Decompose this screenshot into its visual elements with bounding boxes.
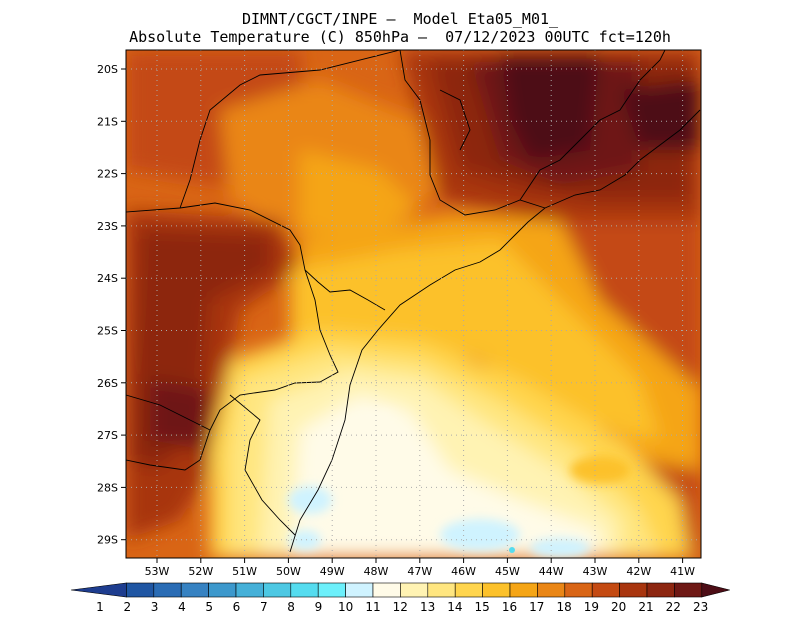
colorbar-swatch xyxy=(619,582,648,598)
colorbar-swatch xyxy=(537,582,566,598)
colorbar-label: 4 xyxy=(178,600,186,614)
lat-label: 23S xyxy=(97,220,118,233)
colorbar-label: 21 xyxy=(638,600,653,614)
lon-label: 48W xyxy=(364,565,389,578)
lat-label: 21S xyxy=(97,115,118,128)
lat-label: 29S xyxy=(97,534,118,547)
temperature-field xyxy=(126,50,701,558)
lon-label: 49W xyxy=(320,565,345,578)
colorbar-label: 17 xyxy=(529,600,544,614)
colorbar-label: 8 xyxy=(287,600,295,614)
map-title-line-2: Absolute Temperature (C) 850hPa — 07/12/… xyxy=(129,28,671,46)
colorbar-label: 9 xyxy=(315,600,323,614)
colorbar-swatch xyxy=(509,582,538,598)
map-title-line-1: DIMNT/CGCT/INPE — Model Eta05_M01_ xyxy=(241,10,559,28)
colorbar-swatch xyxy=(235,582,264,598)
colorbar-label: 13 xyxy=(420,600,435,614)
lon-label: 52W xyxy=(188,565,213,578)
latitude-labels: 20S 21S 22S 23S 24S 25S 26S 27S 28S 29S xyxy=(97,63,118,547)
colorbar-swatch xyxy=(70,582,127,598)
colorbar-swatch xyxy=(126,582,155,598)
colorbar-swatch xyxy=(454,582,483,598)
colorbar-swatch xyxy=(646,582,675,598)
lat-label: 28S xyxy=(97,481,118,494)
lon-label: 42W xyxy=(626,565,651,578)
colorbar-label: 2 xyxy=(123,600,131,614)
colorbar-swatch xyxy=(180,582,209,598)
lon-label: 50W xyxy=(276,565,301,578)
colorbar-swatch xyxy=(208,582,237,598)
colorbar-swatch xyxy=(317,582,346,598)
lon-label: 41W xyxy=(670,565,695,578)
colorbar-labels: 1 2 3 4 5 6 7 8 9 10 11 12 13 14 15 16 17 18 19 20 21 22 23 xyxy=(96,600,708,614)
colorbar-swatch xyxy=(674,582,703,598)
colorbar-swatch xyxy=(345,582,374,598)
colorbar-label: 20 xyxy=(611,600,626,614)
grid-lines xyxy=(126,50,701,558)
colorbar-label: 19 xyxy=(584,600,599,614)
lon-label: 53W xyxy=(145,565,170,578)
colorbar-label: 5 xyxy=(205,600,213,614)
longitude-labels: 53W 52W 51W 50W 49W 48W 47W 46W 45W 44W 43W 42W 41W xyxy=(145,565,696,578)
colorbar-swatch xyxy=(263,582,292,598)
lat-label: 20S xyxy=(97,63,118,76)
colorbar-swatch xyxy=(290,582,319,598)
colorbar-label: 12 xyxy=(393,600,408,614)
colorbar-label: 22 xyxy=(666,600,681,614)
colorbar-label: 14 xyxy=(447,600,462,614)
lon-label: 46W xyxy=(451,565,476,578)
colorbar-swatch xyxy=(372,582,401,598)
lat-label: 22S xyxy=(97,168,118,181)
lat-label: 24S xyxy=(97,272,118,285)
lon-label: 45W xyxy=(495,565,520,578)
colorbar-label: 11 xyxy=(365,600,380,614)
lat-label: 25S xyxy=(97,325,118,338)
colorbar-swatch xyxy=(701,582,730,598)
colorbar-swatch xyxy=(153,582,182,598)
colorbar-label: 23 xyxy=(693,600,708,614)
lon-label: 51W xyxy=(232,565,257,578)
lat-label: 27S xyxy=(97,429,118,442)
colorbar-label: 1 xyxy=(96,600,104,614)
colorbar-swatch xyxy=(591,582,620,598)
colorbar-swatch xyxy=(427,582,456,598)
colorbar-swatches xyxy=(70,582,730,598)
colorbar-label: 15 xyxy=(475,600,490,614)
axis-ticks xyxy=(121,68,684,563)
colorbar-label: 10 xyxy=(338,600,353,614)
colorbar-swatch xyxy=(564,582,593,598)
colorbar-label: 3 xyxy=(151,600,159,614)
colorbar-swatch xyxy=(400,582,429,598)
lat-label: 26S xyxy=(97,377,118,390)
lon-label: 47W xyxy=(407,565,432,578)
lon-label: 43W xyxy=(583,565,608,578)
lon-label: 44W xyxy=(539,565,564,578)
colorbar-label: 7 xyxy=(260,600,268,614)
colorbar-label: 16 xyxy=(502,600,517,614)
colorbar-swatch xyxy=(482,582,511,598)
colorbar-label: 6 xyxy=(233,600,241,614)
map-frame xyxy=(125,49,702,559)
colorbar-label: 18 xyxy=(556,600,571,614)
